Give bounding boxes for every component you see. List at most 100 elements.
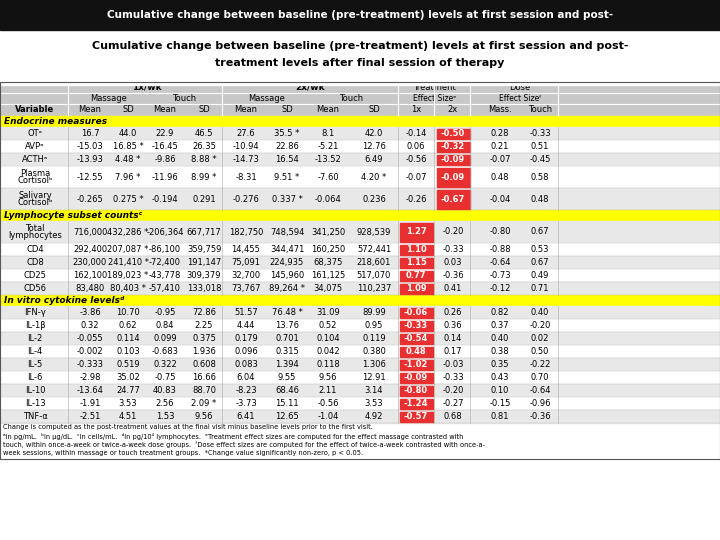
Text: 0.48: 0.48 [531,194,549,204]
Text: 133,018: 133,018 [186,284,221,293]
Text: 2.56: 2.56 [156,399,174,408]
Text: 0.36: 0.36 [444,321,462,330]
Text: ᵃIn pg/mL.  ᵇIn μg/dL.  ᶜIn cells/mL.  ᵈIn pg/10⁴ lymphocytes.  ᵉTreatment effec: ᵃIn pg/mL. ᵇIn μg/dL. ᶜIn cells/mL. ᵈIn … [3,433,464,440]
Text: 432,286 *: 432,286 * [107,227,149,237]
Text: -16.45: -16.45 [152,142,179,151]
Text: -0.14: -0.14 [405,129,427,138]
Text: IL-13: IL-13 [24,399,45,408]
Text: -10.94: -10.94 [233,142,259,151]
Text: Massage: Massage [91,94,127,103]
Bar [400,386,433,395]
Bar [400,321,433,330]
Text: Mean: Mean [153,105,176,114]
Text: 2.09 *: 2.09 * [192,399,217,408]
Text: -0.07: -0.07 [490,155,510,164]
Bar [0,345,720,358]
Text: -0.20: -0.20 [442,386,464,395]
Text: -0.265: -0.265 [76,194,104,204]
Text: -0.683: -0.683 [151,347,179,356]
Text: 6.04: 6.04 [237,373,256,382]
Text: -13.64: -13.64 [76,386,104,395]
Text: 0.042: 0.042 [316,347,340,356]
Text: -3.73: -3.73 [235,399,257,408]
Text: -3.86: -3.86 [79,308,101,317]
Text: CD4: CD4 [26,245,44,254]
Text: -0.26: -0.26 [405,194,427,204]
Text: -8.31: -8.31 [235,172,257,181]
Bar [436,129,469,138]
Text: Dose: Dose [509,83,531,92]
Text: 0.380: 0.380 [362,347,386,356]
Bar [400,284,433,294]
Text: -2.51: -2.51 [79,412,101,421]
Text: 0.701: 0.701 [275,334,299,343]
Text: -7.60: -7.60 [318,172,339,181]
Text: 68,375: 68,375 [313,258,343,267]
Text: 9.56: 9.56 [194,412,213,421]
Text: Massage: Massage [248,94,285,103]
Text: -5.21: -5.21 [318,142,338,151]
Text: 15.11: 15.11 [275,399,299,408]
Text: In vitro cytokine levelsᵈ: In vitro cytokine levelsᵈ [4,296,125,305]
Text: -0.04: -0.04 [490,194,510,204]
Text: -0.03: -0.03 [442,360,464,369]
Text: 0.179: 0.179 [234,334,258,343]
Text: 89,264 *: 89,264 * [269,284,305,293]
Bar [0,127,720,140]
Text: TNF-α: TNF-α [22,412,48,421]
Bar [400,373,433,382]
Bar [0,371,720,384]
Text: -0.32: -0.32 [441,142,465,151]
Text: 0.114: 0.114 [116,334,140,343]
Text: 80,403 *: 80,403 * [110,284,146,293]
Text: 1x: 1x [411,105,421,114]
Text: 110,237: 110,237 [357,284,391,293]
Text: 230,000: 230,000 [73,258,107,267]
Text: -0.09: -0.09 [404,373,428,382]
Text: 32,700: 32,700 [231,271,261,280]
Text: -2.98: -2.98 [79,373,101,382]
Text: 0.17: 0.17 [444,347,462,356]
Text: 12.91: 12.91 [362,373,386,382]
Text: -0.06: -0.06 [404,308,428,317]
Text: 1.306: 1.306 [362,360,386,369]
Bar [0,384,720,397]
Text: 2.11: 2.11 [319,386,337,395]
Text: -11.96: -11.96 [152,172,179,181]
Text: 1.936: 1.936 [192,347,216,356]
Text: 3.14: 3.14 [365,386,383,395]
Bar [400,411,433,422]
Bar [400,399,433,408]
Bar [0,295,720,306]
Text: 16.85 *: 16.85 * [112,142,143,151]
Text: 7.96 *: 7.96 * [115,172,140,181]
Text: 9.55: 9.55 [278,373,296,382]
Text: 0.48: 0.48 [491,172,509,181]
Text: 2x: 2x [448,105,458,114]
Text: -0.57: -0.57 [404,412,428,421]
Text: Salivary: Salivary [18,191,52,200]
Text: 716,000: 716,000 [73,227,107,237]
Text: 0.118: 0.118 [316,360,340,369]
Text: 218,601: 218,601 [357,258,391,267]
Text: SD: SD [198,105,210,114]
Text: -0.33: -0.33 [404,321,428,330]
Text: 1.394: 1.394 [275,360,299,369]
Text: 162,100: 162,100 [73,271,107,280]
Bar [0,397,720,410]
Text: 0.14: 0.14 [444,334,462,343]
Text: -0.22: -0.22 [529,360,551,369]
Text: 68.46: 68.46 [275,386,299,395]
Text: 35.5 *: 35.5 * [274,129,300,138]
Text: 0.82: 0.82 [491,308,509,317]
Text: IL-2: IL-2 [27,334,42,343]
Bar [0,319,720,332]
Text: 191,147: 191,147 [187,258,221,267]
Text: AVPᵃ: AVPᵃ [25,142,45,151]
Text: 0.43: 0.43 [491,373,509,382]
Text: -15.03: -15.03 [76,142,104,151]
Text: -12.55: -12.55 [77,172,103,181]
Text: lymphocytes: lymphocytes [8,232,62,240]
Text: -0.75: -0.75 [154,373,176,382]
Text: IL-6: IL-6 [27,373,42,382]
